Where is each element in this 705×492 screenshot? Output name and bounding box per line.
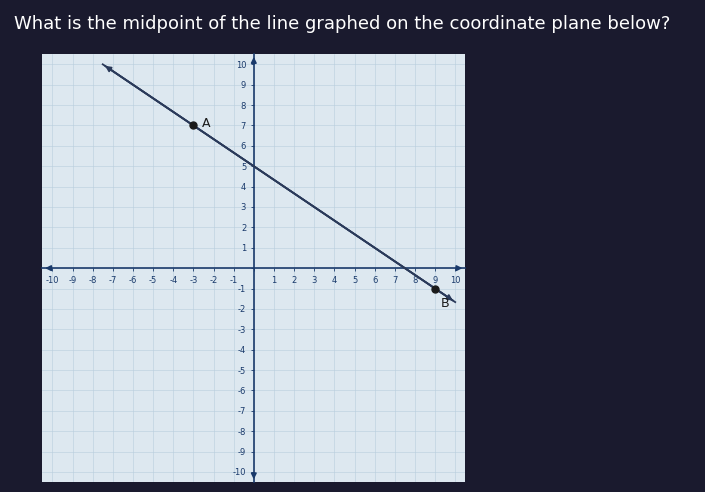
- Text: What is the midpoint of the line graphed on the coordinate plane below?: What is the midpoint of the line graphed…: [14, 15, 670, 33]
- Text: A: A: [202, 117, 210, 130]
- Text: B: B: [441, 297, 450, 310]
